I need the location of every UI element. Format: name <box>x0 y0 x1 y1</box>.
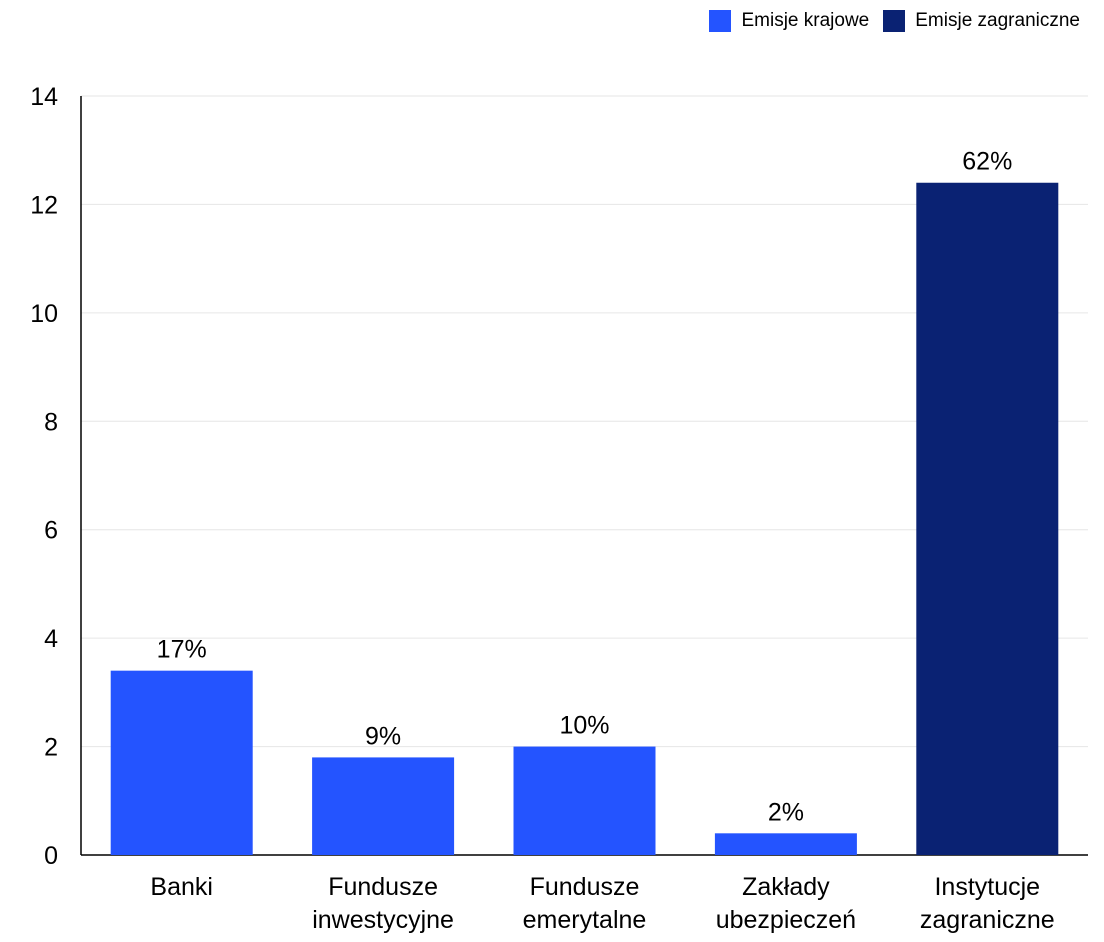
y-tick-label: 10 <box>30 300 58 328</box>
y-tick-label: 6 <box>44 517 58 545</box>
x-tick-label-line: zagraniczne <box>920 906 1055 934</box>
x-tick-label-line: inwestycyjne <box>312 906 454 934</box>
y-tick-label: 4 <box>44 625 58 653</box>
x-tick-label: Fundusze emerytalne <box>523 873 647 934</box>
data-label: 10% <box>559 712 609 740</box>
y-tick-label: 8 <box>44 408 58 436</box>
chart-legend: Emisje krajowe Emisje zagraniczne <box>709 10 1080 32</box>
data-label: 62% <box>962 148 1012 176</box>
data-label: 17% <box>157 636 207 664</box>
bar <box>714 833 857 855</box>
legend-swatch-foreign <box>883 10 906 32</box>
x-tick-label-line: Fundusze <box>530 873 640 901</box>
bar <box>110 670 253 855</box>
x-tick-label: Instytucje zagraniczne <box>920 873 1055 934</box>
legend-label-domestic: Emisje krajowe <box>741 10 870 31</box>
legend-label-foreign: Emisje zagraniczne <box>915 10 1080 31</box>
y-tick-label: 0 <box>44 842 58 870</box>
x-tick-label-line: Banki <box>150 873 213 901</box>
y-tick-label: 2 <box>44 734 58 762</box>
bar <box>916 182 1059 855</box>
x-tick-label-line: Fundusze <box>328 873 438 901</box>
x-tick-label-line: Zakłady <box>742 873 830 901</box>
bar <box>312 757 455 855</box>
data-label: 9% <box>365 722 401 750</box>
legend-item-domestic: Emisje krajowe <box>709 10 869 32</box>
legend-item-foreign: Emisje zagraniczne <box>883 10 1080 32</box>
y-tick-label: 12 <box>30 191 58 219</box>
y-tick-label: 14 <box>30 83 58 111</box>
legend-swatch-domestic <box>709 10 732 32</box>
bar <box>513 746 656 855</box>
x-tick-label-line: emerytalne <box>523 906 647 934</box>
x-tick-label: Fundusze inwestycyjne <box>312 873 454 934</box>
x-tick-label: Banki <box>150 873 213 901</box>
data-label: 2% <box>768 798 804 826</box>
x-tick-label: Zakłady ubezpieczeń <box>716 873 856 934</box>
x-tick-label-line: Instytucje <box>934 873 1040 901</box>
x-tick-label-line: ubezpieczeń <box>716 906 856 934</box>
